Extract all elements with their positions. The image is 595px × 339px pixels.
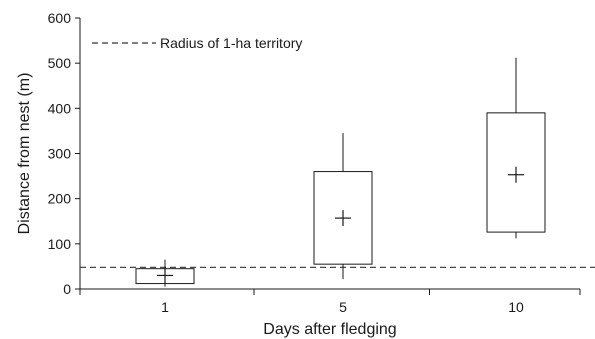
legend-label: Radius of 1-ha territory [160, 35, 302, 51]
x-axis-title: Days after fledging [263, 321, 396, 338]
box-plot-item [135, 259, 195, 287]
y-tick-label: 0 [63, 281, 71, 297]
x-tick-label: 5 [339, 299, 347, 315]
y-tick-label: 300 [48, 146, 72, 162]
x-tick-label: 10 [508, 299, 524, 315]
y-tick-label: 200 [48, 191, 72, 207]
y-axis-title: Distance from nest (m) [16, 73, 33, 235]
box-plot-item [486, 57, 546, 239]
x-tick-label: 1 [161, 299, 169, 315]
box-series [135, 57, 546, 287]
box-plot-item [313, 133, 373, 280]
x-axis: 1 5 10 [79, 288, 581, 315]
y-tick-label: 100 [48, 236, 72, 252]
y-tick-label: 400 [48, 100, 72, 116]
y-tick-label: 500 [48, 55, 72, 71]
y-axis: 0 100 200 300 400 500 600 [48, 10, 81, 297]
legend: Radius of 1-ha territory [92, 35, 302, 51]
y-tick-label: 600 [48, 10, 72, 26]
